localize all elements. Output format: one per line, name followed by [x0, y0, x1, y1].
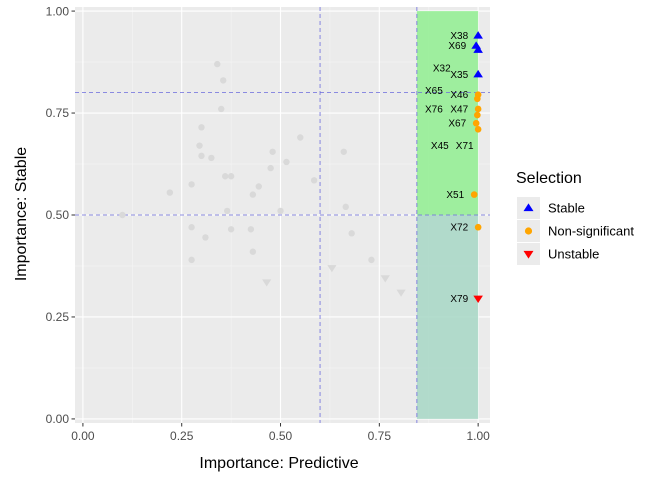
legend-label: Non-significant	[548, 224, 634, 239]
background-point	[227, 226, 235, 233]
background-point	[269, 148, 276, 155]
background-point	[196, 142, 203, 149]
point-label: X69	[448, 41, 466, 52]
point-label: X35	[450, 70, 468, 81]
background-point	[255, 183, 262, 190]
series-points	[470, 31, 483, 304]
background-point	[277, 207, 284, 215]
data-point	[472, 119, 480, 127]
background-point	[198, 124, 205, 131]
x-tick-label: 0.00	[71, 429, 95, 443]
point-label: X65	[425, 86, 443, 97]
data-point	[474, 111, 481, 119]
legend-key-symbol	[524, 227, 533, 235]
data-point	[473, 295, 483, 304]
point-label: X47	[450, 104, 468, 115]
background-point	[223, 207, 231, 215]
background-point	[283, 158, 290, 166]
background-triangle-point	[380, 275, 390, 283]
point-label: X71	[456, 141, 474, 152]
highlight-regions	[416, 11, 479, 419]
point-label: X32	[433, 64, 451, 75]
point-label: X46	[450, 90, 468, 101]
background-point	[227, 173, 235, 180]
point-label: X79	[450, 294, 468, 305]
background-point	[218, 105, 225, 113]
legend: Selection Stable Non-significant Unstable	[516, 170, 634, 265]
data-point	[473, 31, 483, 39]
background-triangle-point	[262, 279, 272, 287]
data-point	[474, 223, 482, 231]
y-tick-label: 0.00	[46, 412, 70, 426]
legend-title: Selection	[516, 170, 582, 187]
y-tick-label: 1.00	[46, 4, 70, 18]
point-label: X45	[431, 141, 449, 152]
point-label: X38	[450, 31, 468, 42]
background-point	[348, 230, 355, 237]
background-point	[220, 77, 227, 84]
reference-lines	[75, 7, 490, 423]
point-label: X72	[450, 223, 468, 234]
background-point	[208, 154, 215, 162]
background-point	[188, 181, 195, 188]
background-point	[119, 211, 126, 219]
data-point	[474, 95, 481, 103]
background-point	[267, 164, 274, 172]
legend-label: Unstable	[548, 247, 599, 262]
background-point	[188, 224, 195, 231]
x-tick-label: 0.50	[269, 429, 293, 443]
background-point	[249, 248, 257, 255]
background-point	[340, 148, 347, 155]
x-tick-label: 0.25	[170, 429, 194, 443]
data-point	[470, 191, 478, 198]
background-point	[368, 256, 375, 264]
background-point	[221, 173, 229, 180]
y-tick-label: 0.25	[46, 310, 70, 324]
y-tick-label: 0.50	[46, 208, 70, 222]
x-tick-label: 1.00	[466, 429, 490, 443]
y-axis-title: Importance: Stable	[13, 147, 30, 281]
background-point	[166, 189, 174, 196]
background-point	[188, 256, 195, 264]
background-points	[119, 60, 406, 297]
x-axis-ticks: 0.00 0.25 0.50 0.75 1.00	[71, 423, 490, 443]
point-label: X67	[448, 119, 466, 130]
data-point	[474, 126, 482, 133]
background-triangle-point	[327, 265, 337, 273]
background-point	[214, 60, 221, 68]
x-tick-label: 0.75	[368, 429, 392, 443]
legend-key-symbol	[523, 250, 534, 259]
background-point	[310, 177, 318, 184]
y-tick-label: 0.75	[46, 106, 70, 120]
highlight-region	[416, 11, 479, 216]
background-point	[198, 152, 205, 160]
background-point	[342, 203, 349, 211]
background-triangle-point	[396, 289, 406, 297]
point-label: X51	[446, 190, 464, 201]
data-point	[473, 45, 483, 53]
point-label: X76	[425, 104, 443, 115]
background-point	[297, 134, 304, 141]
legend-key-symbol	[523, 203, 534, 212]
background-point	[247, 226, 255, 233]
y-axis-ticks: 0.00 0.25 0.50 0.75 1.00	[46, 4, 75, 426]
data-point	[473, 69, 483, 78]
legend-label: Stable	[548, 201, 585, 216]
background-point	[202, 234, 209, 241]
highlight-region	[416, 215, 479, 419]
x-axis-title: Importance: Predictive	[199, 455, 358, 472]
data-point	[474, 105, 482, 113]
background-point	[249, 191, 257, 198]
